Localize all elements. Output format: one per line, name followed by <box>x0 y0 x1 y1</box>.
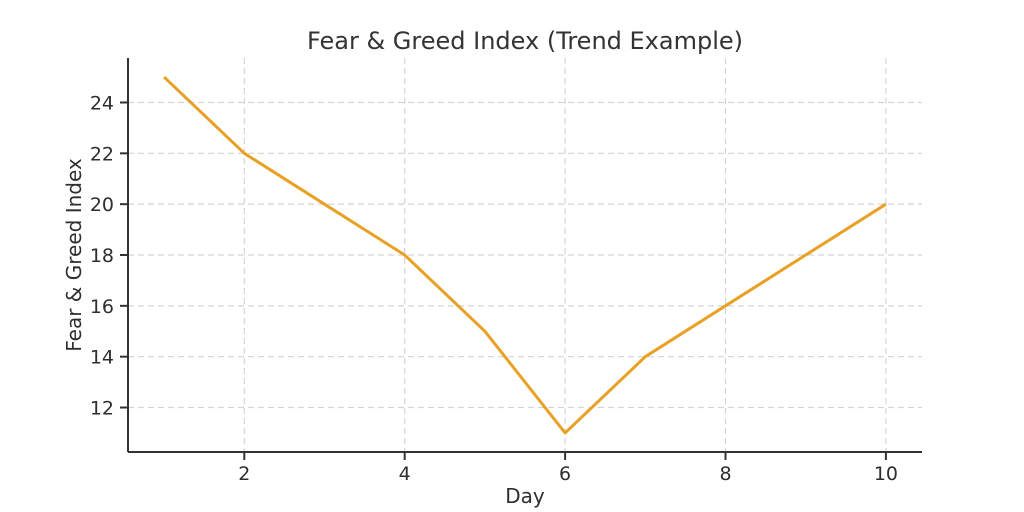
x-tick-label: 2 <box>238 463 250 485</box>
y-tick-label: 18 <box>90 245 114 267</box>
y-tick-label: 20 <box>90 194 114 216</box>
y-tick-label: 14 <box>90 347 114 369</box>
chart-title: Fear & Greed Index (Trend Example) <box>307 27 743 55</box>
x-tick-label: 10 <box>874 463 898 485</box>
y-tick-label: 24 <box>90 92 114 114</box>
x-axis-label: Day <box>505 484 545 508</box>
x-tick-label: 6 <box>559 463 571 485</box>
x-tick-label: 4 <box>399 463 411 485</box>
y-tick-label: 22 <box>90 143 114 165</box>
y-tick-label: 12 <box>90 398 114 420</box>
data-line-fear-greed-index <box>163 76 887 435</box>
y-tick-label: 16 <box>90 296 114 318</box>
x-tick-label: 8 <box>719 463 731 485</box>
